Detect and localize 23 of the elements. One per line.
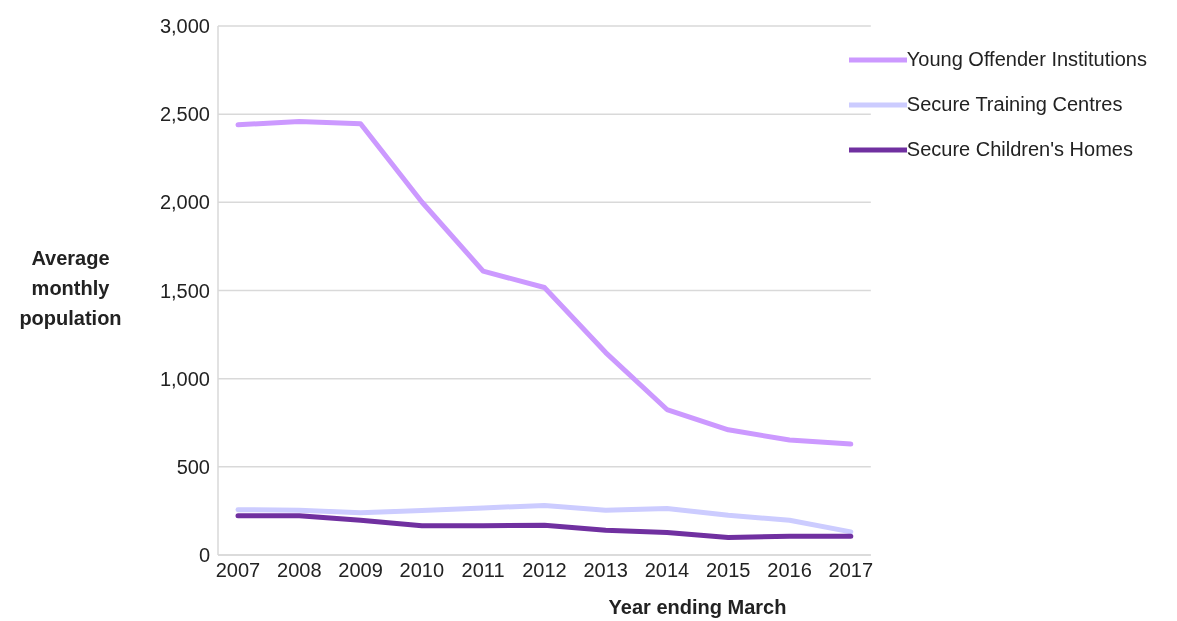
x-tick-label: 2008 (277, 559, 322, 582)
x-tick-label: 2010 (399, 559, 445, 582)
y-tick-label: 0 (198, 544, 210, 567)
x-tick-label: 2007 (215, 559, 261, 582)
y-tick-label: 2,000 (159, 191, 210, 214)
x-tick-label: 2011 (461, 559, 505, 582)
x-tick-label: 2009 (338, 559, 383, 582)
y-tick-label: 3,000 (159, 15, 210, 38)
x-tick-label: 2013 (583, 559, 628, 582)
y-axis-title: Average monthly population (18, 246, 123, 331)
x-tick-label: 2012 (522, 559, 567, 582)
y-tick-label: 500 (176, 455, 210, 478)
x-tick-label: 2014 (644, 559, 690, 582)
y-tick-label: 1,000 (159, 367, 210, 390)
legend-label: Secure Children's Homes (906, 138, 1133, 161)
x-axis-title: Year ending March (607, 596, 788, 619)
y-tick-label: 1,500 (159, 279, 210, 302)
x-tick-label: 2017 (828, 559, 874, 582)
y-tick-label: 2,500 (159, 103, 210, 126)
x-tick-label: 2015 (706, 559, 751, 582)
x-tick-label: 2016 (767, 559, 812, 582)
legend-label: Young Offender Institutions (906, 48, 1147, 71)
legend-label: Secure Training Centres (906, 93, 1123, 116)
